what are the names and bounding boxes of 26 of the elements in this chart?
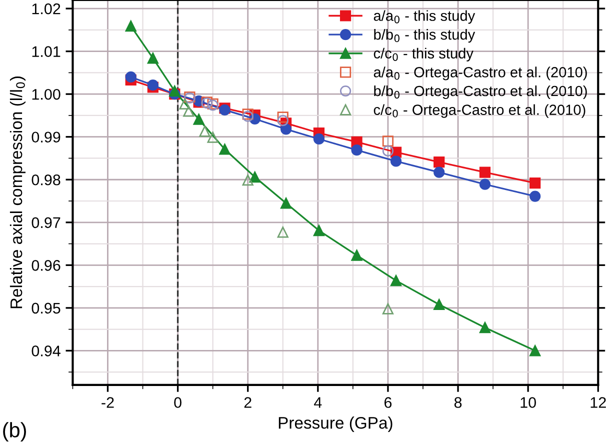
y-tick-label: 0.95 [32, 302, 60, 314]
legend-label: b/b$_{0}$ - Ortega-Castro et al. (2010) [374, 85, 587, 100]
y-tick-label: 0.98 [32, 174, 60, 186]
x-tick-label: 2 [244, 397, 252, 408]
x-tick-label: 10 [520, 397, 536, 408]
x-tick-label: 8 [454, 397, 462, 408]
y-tick-label: 1.01 [32, 46, 60, 58]
y-tick-label: 1.00 [32, 88, 60, 100]
x-axis-title: Pressure (GPa) [278, 416, 392, 432]
x-tick-label: 4 [314, 397, 322, 408]
text: (b) [3, 422, 26, 442]
y-tick-label: 0.96 [32, 260, 60, 271]
y-axis-title: Relative axial compression (l/l$_{0}$) [10, 76, 26, 308]
y-tick-label: 0.97 [32, 217, 60, 228]
x-tick-label: 0 [174, 397, 182, 408]
legend-label: a/a$_{0}$ - this study [374, 10, 476, 24]
x-tick-label: 6 [384, 397, 392, 408]
legend-label: c/c$_{0}$ - Ortega-Castro et al. (2010) [374, 104, 586, 118]
x-tick-label: -2 [102, 397, 114, 408]
legend-label: a/a$_{0}$ - Ortega-Castro et al. (2010) [374, 66, 587, 80]
legend-label: c/c$_{0}$ - this study [374, 48, 474, 62]
y-tick-label: 1.02 [32, 3, 60, 14]
y-tick-label: 0.99 [32, 132, 60, 143]
legend-label: b/b$_{0}$ - this study [374, 29, 476, 43]
y-tick-label: 0.94 [32, 346, 60, 356]
x-tick-label: 12 [590, 397, 606, 408]
